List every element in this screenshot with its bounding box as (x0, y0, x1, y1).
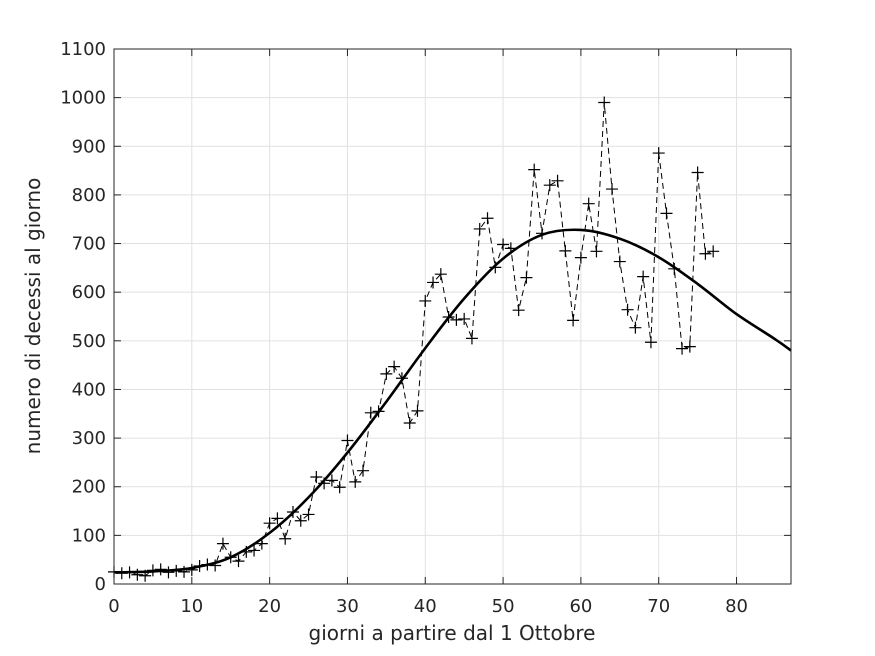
y-tick-label: 300 (72, 428, 106, 449)
observed-point-marker (333, 481, 346, 494)
observed-point-marker (325, 474, 338, 487)
x-tick-label: 80 (725, 596, 748, 617)
observed-point-marker (411, 404, 424, 417)
y-tick-label: 0 (95, 574, 106, 595)
observed-point-marker (691, 166, 704, 179)
y-tick-label: 600 (72, 282, 106, 303)
y-tick-label: 200 (72, 477, 106, 498)
observed-point-marker (629, 321, 642, 334)
observed-point-marker (590, 245, 603, 258)
observed-point-marker (574, 251, 587, 264)
observed-point-marker (403, 417, 416, 430)
observed-point-marker (450, 313, 463, 326)
x-tick-label: 30 (336, 596, 359, 617)
observed-point-marker (427, 276, 440, 289)
y-tick-label: 500 (72, 331, 106, 352)
y-tick-labels: 0 100 200 300 400 500 600 700 800 900 1000 1100 (60, 39, 106, 595)
observed-point-marker (699, 247, 712, 260)
observed-point-marker (364, 406, 377, 419)
observed-point-marker (606, 183, 619, 196)
y-tick-label: 700 (72, 234, 106, 255)
plot-frame (113, 48, 792, 585)
observed-point-marker (660, 207, 673, 220)
observed-point-marker (302, 508, 315, 521)
observed-point-marker (458, 312, 471, 325)
observed-point-marker (248, 544, 261, 557)
observed-point-marker (473, 222, 486, 235)
x-axis-label: giorni a partire dal 1 Ottobre (309, 621, 596, 645)
x-tick-label: 10 (180, 596, 203, 617)
x-tick-label: 50 (492, 596, 515, 617)
observed-point-marker (341, 434, 354, 447)
observed-point-marker (489, 261, 502, 274)
observed-point-marker (582, 197, 595, 210)
fitted-curve-line (113, 228, 792, 574)
observed-point-marker (279, 532, 292, 545)
observed-point-marker (388, 360, 401, 373)
x-tick-label: 70 (647, 596, 670, 617)
y-tick-label: 900 (72, 136, 106, 157)
x-tick-label: 60 (569, 596, 592, 617)
observed-point-marker (543, 179, 556, 192)
y-tick-label: 1000 (60, 88, 106, 109)
observed-point-marker (683, 340, 696, 353)
observed-point-marker (380, 367, 393, 380)
observed-point-marker (481, 212, 494, 225)
observed-point-marker (419, 294, 432, 307)
observed-point-marker (294, 514, 307, 527)
observed-point-marker (613, 255, 626, 268)
ticks (113, 48, 791, 585)
x-tick-labels: 0 10 20 30 40 50 60 70 80 (108, 596, 748, 617)
y-tick-label: 400 (72, 379, 106, 400)
observed-point-marker (652, 147, 665, 160)
observed-point-marker (598, 96, 611, 109)
observed-point-marker (551, 174, 564, 187)
observed-point-marker (216, 537, 229, 550)
observed-point-marker (707, 245, 720, 258)
observed-point-marker (154, 563, 167, 576)
x-tick-label: 40 (414, 596, 437, 617)
observed-point-marker (162, 566, 175, 579)
observed-point-marker (357, 464, 370, 477)
observed-point-marker (559, 244, 572, 257)
observed-point-marker (567, 314, 580, 327)
y-tick-label: 800 (72, 185, 106, 206)
observed-point-marker (676, 342, 689, 355)
observed-point-marker (512, 304, 525, 317)
observed-point-marker (271, 512, 284, 525)
grid (114, 49, 791, 584)
observed-point-marker (621, 303, 634, 316)
observed-point-marker (497, 238, 510, 251)
x-tick-label: 20 (258, 596, 281, 617)
observed-point-marker (349, 475, 362, 488)
y-tick-label: 100 (72, 525, 106, 546)
observed-point-marker (310, 471, 323, 483)
observed-point-marker (465, 332, 478, 345)
observed-point-marker (434, 268, 447, 281)
observed-point-marker (263, 517, 276, 530)
y-axis-label: numero di decessi al giorno (21, 178, 45, 455)
observed-point-marker (528, 163, 541, 176)
x-tick-label: 0 (108, 596, 119, 617)
observed-point-marker (232, 555, 245, 568)
observed-point-marker (644, 336, 657, 349)
observed-point-marker (520, 271, 533, 284)
observed-point-marker (637, 270, 650, 283)
y-tick-label: 1100 (60, 39, 106, 60)
